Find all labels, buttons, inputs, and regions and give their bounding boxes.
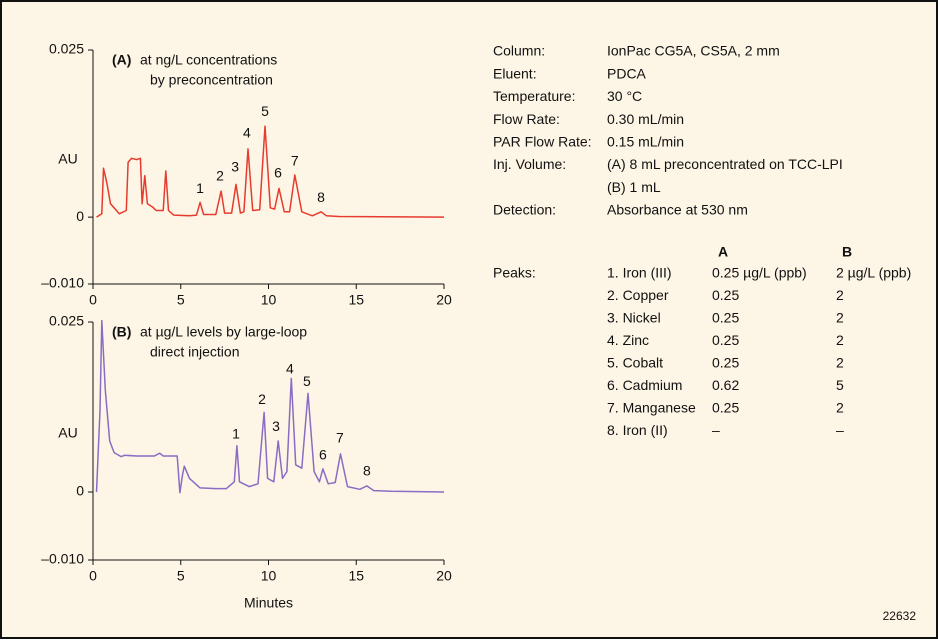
column-header: A xyxy=(718,244,728,260)
trace xyxy=(96,125,445,218)
panel-label: (A) xyxy=(112,52,131,68)
table-cell: 0.25 xyxy=(712,332,739,348)
table-cell: 6. Cadmium xyxy=(607,377,682,393)
table-cell: 2 xyxy=(836,310,844,326)
peak-label: 7 xyxy=(291,152,299,168)
panel-label: (B) xyxy=(112,324,131,340)
condition-label: Inj. Volume: xyxy=(493,156,566,172)
peak-label: 2 xyxy=(258,391,266,407)
peak-label: 1 xyxy=(232,426,240,442)
table-cell: 5. Cobalt xyxy=(607,355,663,371)
x-tick-label: 0 xyxy=(89,292,97,308)
condition-value: 0.15 mL/min xyxy=(607,134,684,150)
condition-label: Temperature: xyxy=(493,88,575,104)
table-cell: 4. Zinc xyxy=(607,332,649,348)
table-cell: 2 xyxy=(836,332,844,348)
table-cell: 2 xyxy=(836,355,844,371)
condition-label: Flow Rate: xyxy=(493,111,560,127)
y-tick-label: –0.010 xyxy=(41,551,84,567)
panel-title: direct injection xyxy=(150,344,240,360)
peak-label: 3 xyxy=(231,158,239,174)
table-cell: 0.62 xyxy=(712,377,739,393)
table-cell: – xyxy=(836,422,844,438)
table-cell: 8. Iron (II) xyxy=(607,422,668,438)
y-tick-label: 0 xyxy=(76,483,84,499)
table-cell: 3. Nickel xyxy=(607,310,661,326)
table-cell: 0.25 xyxy=(712,400,739,416)
y-tick-label: 0 xyxy=(76,208,84,224)
x-tick-label: 15 xyxy=(348,568,364,584)
panel-title: by preconcentration xyxy=(150,72,273,88)
table-cell: 2 xyxy=(836,400,844,416)
peak-label: 3 xyxy=(272,418,280,434)
x-tick-label: 0 xyxy=(89,568,97,584)
x-axis-label: Minutes xyxy=(244,595,293,611)
x-tick-label: 20 xyxy=(436,292,452,308)
table-cell: 2. Copper xyxy=(607,287,669,303)
y-axis-label: AU xyxy=(58,151,77,167)
condition-value: (A) 8 mL preconcentrated on TCC-LPI xyxy=(607,156,843,172)
peak-label: 7 xyxy=(336,430,344,446)
condition-value: 0.30 mL/min xyxy=(607,111,684,127)
condition-value: Absorbance at 530 nm xyxy=(607,202,748,218)
peak-label: 6 xyxy=(274,164,282,180)
y-tick-label: 0.025 xyxy=(49,41,84,57)
table-cell: 0.25 µg/L (ppb) xyxy=(712,265,807,281)
x-tick-label: 5 xyxy=(177,568,185,584)
peak-label: 1 xyxy=(196,180,204,196)
condition-value: IonPac CG5A, CS5A, 2 mm xyxy=(607,43,780,59)
x-tick-label: 5 xyxy=(177,292,185,308)
condition-label: Eluent: xyxy=(493,65,537,81)
table-cell: 2 µg/L (ppb) xyxy=(836,265,911,281)
condition-label: PAR Flow Rate: xyxy=(493,134,592,150)
x-tick-label: 20 xyxy=(436,568,452,584)
peaks-label: Peaks: xyxy=(493,265,536,281)
y-tick-label: –0.010 xyxy=(41,275,84,291)
condition-value: 30 °C xyxy=(607,88,642,104)
x-tick-label: 10 xyxy=(261,292,277,308)
condition-label: Detection: xyxy=(493,202,556,218)
table-cell: 0.25 xyxy=(712,355,739,371)
peak-label: 6 xyxy=(319,447,327,463)
panel-title: at ng/L concentrations xyxy=(140,52,277,68)
trace xyxy=(95,319,445,494)
condition-value: (B) 1 mL xyxy=(607,179,661,195)
table-cell: 7. Manganese xyxy=(607,400,696,416)
table-cell: 0.25 xyxy=(712,310,739,326)
table-cell: 5 xyxy=(836,377,844,393)
peak-label: 5 xyxy=(261,103,269,119)
column-header: B xyxy=(842,244,852,260)
peak-label: 8 xyxy=(363,462,371,478)
x-tick-label: 10 xyxy=(261,568,277,584)
y-axis-label: AU xyxy=(58,425,77,441)
table-cell: 2 xyxy=(836,287,844,303)
table-cell: 1. Iron (III) xyxy=(607,265,672,281)
figure-id: 22632 xyxy=(883,609,917,623)
condition-value: PDCA xyxy=(607,65,647,81)
table-cell: – xyxy=(712,422,720,438)
peak-label: 4 xyxy=(243,124,251,140)
table-cell: 0.25 xyxy=(712,287,739,303)
peak-label: 4 xyxy=(286,360,294,376)
x-tick-label: 15 xyxy=(348,292,364,308)
condition-label: Column: xyxy=(493,43,545,59)
y-tick-label: 0.025 xyxy=(49,313,84,329)
peak-label: 8 xyxy=(317,189,325,205)
panel-title: at µg/L levels by large-loop xyxy=(140,324,307,340)
peak-label: 2 xyxy=(216,168,224,184)
peak-label: 5 xyxy=(303,373,311,389)
